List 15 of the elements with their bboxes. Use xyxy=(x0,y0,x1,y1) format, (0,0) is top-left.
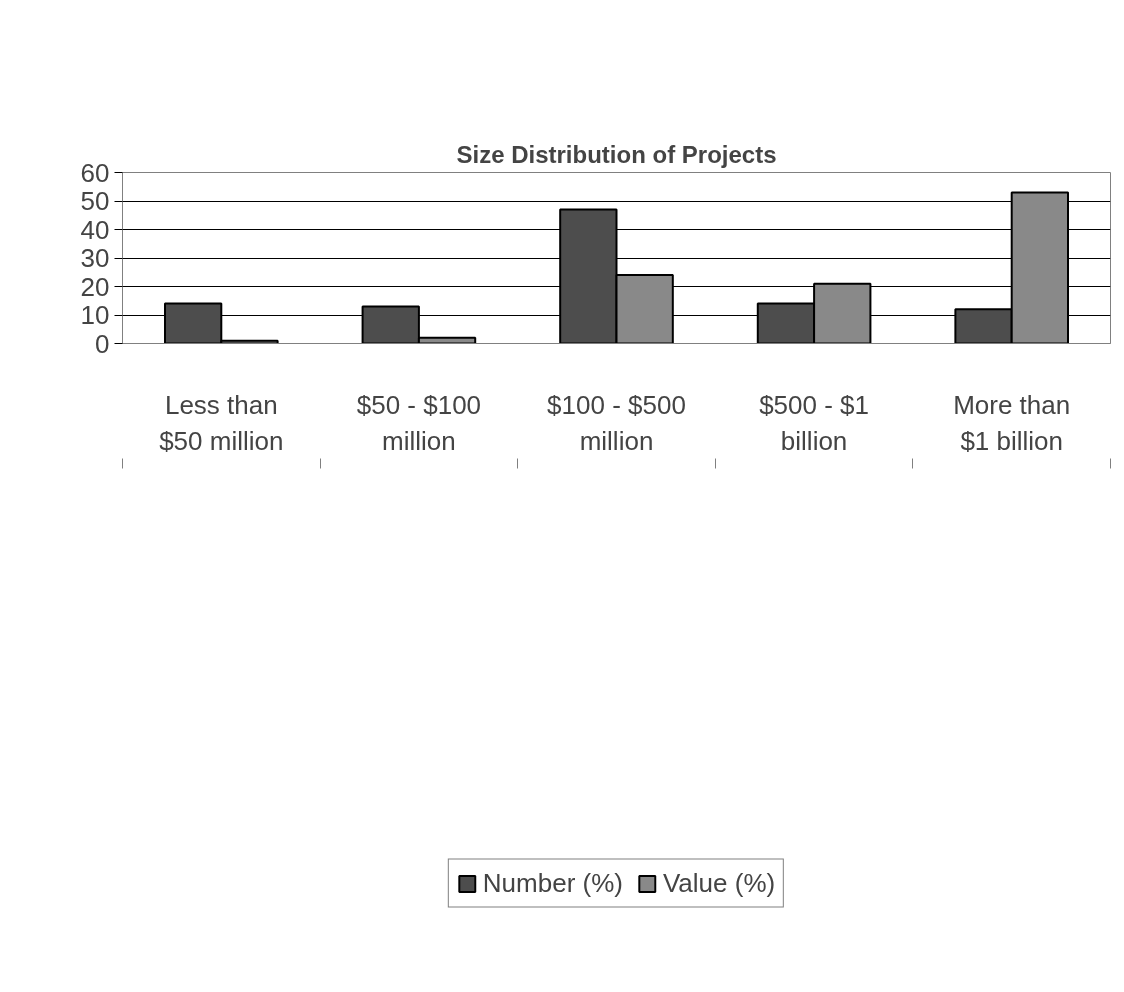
y-tick-label: 30 xyxy=(80,243,110,273)
y-tick-label: 40 xyxy=(80,214,110,245)
y-tick-label: 0 xyxy=(95,328,110,359)
x-tick-label: $50 - $100 million xyxy=(356,389,482,456)
y-tick-label: 60 xyxy=(80,157,110,188)
y-tick-label: 10 xyxy=(80,300,110,330)
x-tick-label: Less than $50 million xyxy=(159,389,284,456)
chart-title: Size Distribution of Projects xyxy=(456,140,777,168)
y-tick-label: 20 xyxy=(80,271,110,302)
x-tick-label: $500 - $1 billion xyxy=(759,389,870,456)
x-tick-label: More than $1 billion xyxy=(953,389,1071,456)
x-tick-label: $100 - $500 million xyxy=(547,389,686,456)
legend-label: Number (%) xyxy=(482,867,623,899)
y-tick-label: 50 xyxy=(80,186,110,216)
legend-label: Value (%) xyxy=(662,867,776,899)
